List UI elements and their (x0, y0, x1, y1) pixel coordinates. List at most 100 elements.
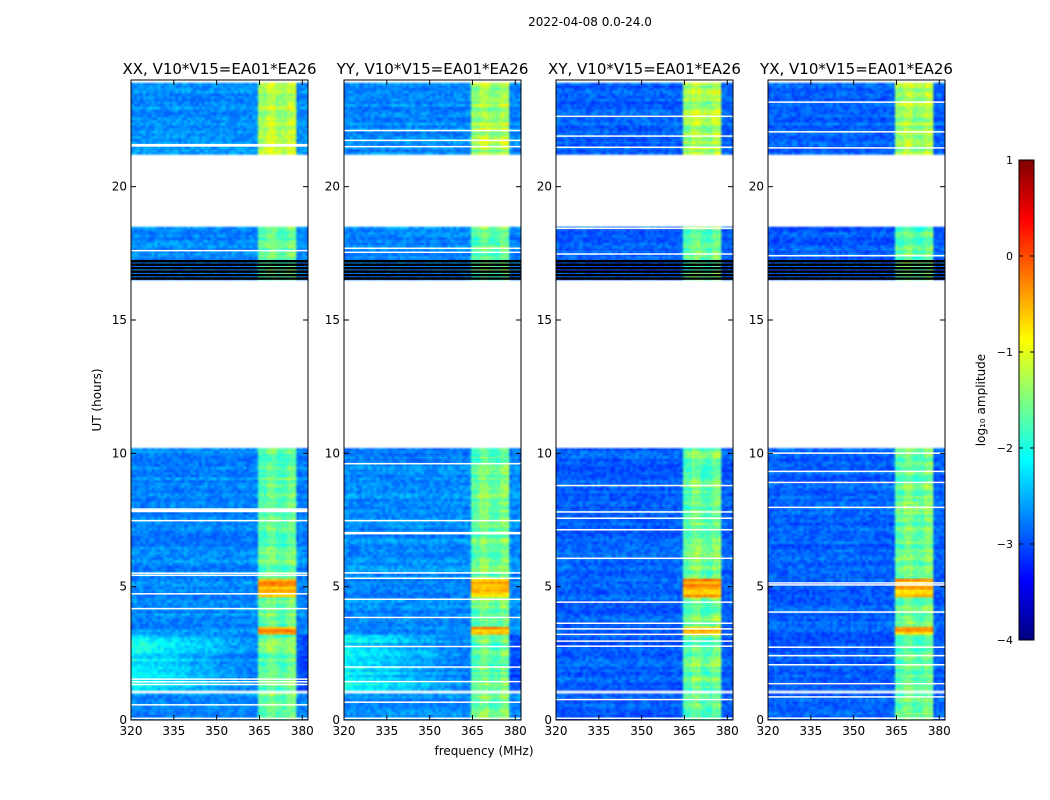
flag-line (556, 253, 733, 255)
colorbar-ticks: 1 0 −1 −2 −3 −4 (997, 154, 1034, 647)
flag-line (131, 574, 308, 577)
flag-line (131, 249, 308, 252)
flag-line (556, 698, 733, 701)
y-tick-label: 15 (325, 313, 340, 327)
flag-line (768, 481, 945, 484)
x-tick-label: 380 (928, 724, 951, 738)
x-tick-label: 380 (291, 724, 314, 738)
colorbar-tick-label: −2 (997, 442, 1013, 455)
flag-line (556, 529, 733, 531)
flag-line (344, 519, 521, 522)
y-tick-label: 5 (756, 580, 764, 594)
panel-title: XY, V10*V15=EA01*EA26 (548, 60, 741, 78)
flag-band (556, 273, 733, 277)
flag-line (768, 452, 945, 454)
y-tick-label: 0 (756, 713, 764, 727)
y-tick-label: 15 (537, 313, 552, 327)
x-tick-label: 320 (757, 724, 780, 738)
y-tick-label: 20 (325, 180, 340, 194)
y-tick-label: 20 (112, 180, 127, 194)
panel-4: YX, V10*V15=EA01*EA26 320 335 350 365 380 0 5 10… (749, 60, 953, 738)
flag-line (556, 622, 733, 625)
flag-band (344, 260, 521, 263)
flag-line (768, 611, 945, 613)
panels: XX, V10*V15=EA01*EA26 320 335 350 365 380 0 5 10… (112, 60, 953, 738)
x-tick-label: 350 (205, 724, 228, 738)
y-tick-label: 20 (537, 180, 552, 194)
flag-line (344, 598, 521, 601)
flag-band (768, 260, 945, 263)
flag-line (556, 628, 733, 630)
flag-line (131, 607, 308, 610)
y-tick-label: 5 (332, 580, 340, 594)
flag-line (768, 131, 945, 133)
flag-line (344, 532, 521, 535)
flag-band (131, 260, 308, 263)
flag-line (556, 517, 733, 519)
flag-line (768, 717, 945, 719)
flag-line (556, 115, 733, 118)
x-tick-label: 350 (630, 724, 653, 738)
spectrum-image (768, 80, 945, 720)
flag-band (344, 270, 521, 273)
panel-2: YY, V10*V15=EA01*EA26 320 335 350 365 380 0 5 10… (325, 60, 529, 738)
flag-line (131, 678, 308, 680)
flag-line (344, 251, 521, 254)
flag-band (556, 266, 733, 270)
flag-line (768, 654, 945, 657)
panel-title: YX, V10*V15=EA01*EA26 (759, 60, 953, 78)
flag-line (556, 601, 733, 603)
flag-band (131, 266, 308, 270)
y-tick-label: 0 (332, 713, 340, 727)
flag-band (344, 277, 521, 280)
panel-title: XX, V10*V15=EA01*EA26 (122, 60, 316, 78)
x-tick-label: 335 (587, 724, 610, 738)
x-tick-label: 335 (375, 724, 398, 738)
flag-line (131, 593, 308, 595)
flag-line (131, 508, 308, 510)
flag-line (344, 531, 521, 534)
y-tick-label: 5 (544, 580, 552, 594)
x-tick-label: 335 (799, 724, 822, 738)
flag-line (344, 145, 521, 148)
x-tick-label: 365 (248, 724, 271, 738)
flag-band (344, 266, 521, 270)
flag-line (131, 704, 308, 706)
flag-line (768, 470, 945, 473)
flag-line (131, 145, 308, 147)
y-tick-label: 10 (112, 446, 127, 460)
flag-line (556, 640, 733, 642)
flag-line (768, 254, 945, 257)
flag-band (344, 273, 521, 277)
flag-line (556, 146, 733, 149)
x-tick-label: 335 (162, 724, 185, 738)
y-tick-label: 10 (749, 446, 764, 460)
panel-title: YY, V10*V15=EA01*EA26 (336, 60, 529, 78)
flag-line (768, 582, 945, 584)
flag-band (556, 260, 733, 263)
colorbar-gradient (1018, 159, 1035, 641)
flag-line (344, 462, 521, 465)
colorbar-tick-label: −4 (997, 634, 1013, 647)
figure-title: 2022-04-08 0.0-24.0 (528, 15, 652, 29)
flag-line (556, 717, 733, 720)
flag-line (768, 682, 945, 685)
spectrum-image (344, 80, 521, 720)
flag-band (344, 263, 521, 266)
flag-line (344, 701, 521, 703)
flag-band (768, 270, 945, 273)
flag-line (344, 616, 521, 619)
flag-line (131, 510, 308, 513)
plot-frame (343, 79, 522, 721)
flag-line (556, 511, 733, 513)
flag-line (768, 663, 945, 666)
flag-line (344, 645, 521, 648)
flag-line (344, 680, 521, 683)
flag-line (556, 633, 733, 636)
flag-band (556, 270, 733, 273)
colorbar-tick-label: −1 (997, 346, 1013, 359)
colorbar-tick-label: 1 (1006, 154, 1013, 167)
panel-1: XX, V10*V15=EA01*EA26 320 335 350 365 380 0 5 10… (112, 60, 317, 738)
x-tick-label: 365 (673, 724, 696, 738)
